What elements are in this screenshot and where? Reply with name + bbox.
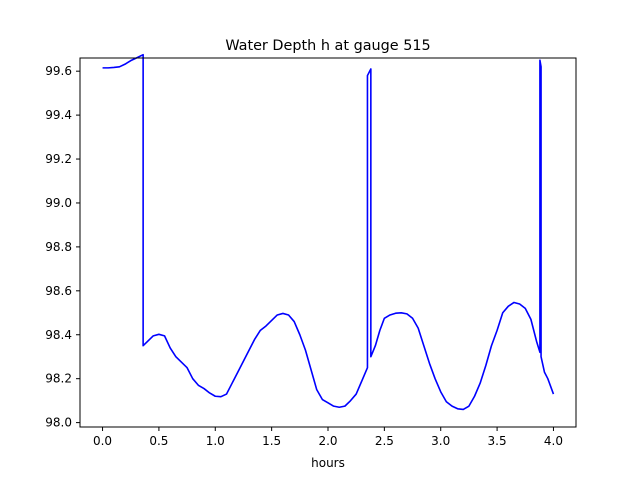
y-tick-label: 98.6 <box>45 284 72 298</box>
y-tick-label: 98.0 <box>45 416 72 430</box>
x-tick-label: 1.0 <box>206 434 225 448</box>
x-tick-label: 3.0 <box>431 434 450 448</box>
series-line <box>102 53 555 411</box>
x-tick-label: 0.0 <box>93 434 112 448</box>
chart-title: Water Depth h at gauge 515 <box>225 38 430 54</box>
x-axis-label: hours <box>311 456 345 470</box>
x-tick-label: 0.5 <box>149 434 168 448</box>
axes-frame <box>79 57 577 428</box>
y-tick-label: 99.4 <box>45 108 72 122</box>
y-tick-label: 98.8 <box>45 240 72 254</box>
y-tick-label: 99.2 <box>45 152 72 166</box>
x-tick-label: 3.5 <box>488 434 507 448</box>
series-layer <box>102 53 555 411</box>
x-tick-label: 4.0 <box>544 434 563 448</box>
y-tick-label: 98.2 <box>45 372 72 386</box>
x-tick-label: 1.5 <box>262 434 281 448</box>
plot-area: 0.0 0.5 1.0 1.5 2.0 2.5 3.0 3.5 4.0 98.0 98.2 98.4… <box>45 53 577 448</box>
x-tick-label: 2.5 <box>375 434 394 448</box>
y-axis-ticks: 98.0 98.2 98.4 98.6 98.8 99.0 99.2 99.4 99.6 <box>45 64 80 430</box>
y-tick-label: 99.6 <box>45 64 72 78</box>
y-tick-label: 99.0 <box>45 196 72 210</box>
x-axis-ticks: 0.0 0.5 1.0 1.5 2.0 2.5 3.0 3.5 4.0 <box>93 427 563 448</box>
x-tick-label: 2.0 <box>318 434 337 448</box>
y-tick-label: 98.4 <box>45 328 72 342</box>
